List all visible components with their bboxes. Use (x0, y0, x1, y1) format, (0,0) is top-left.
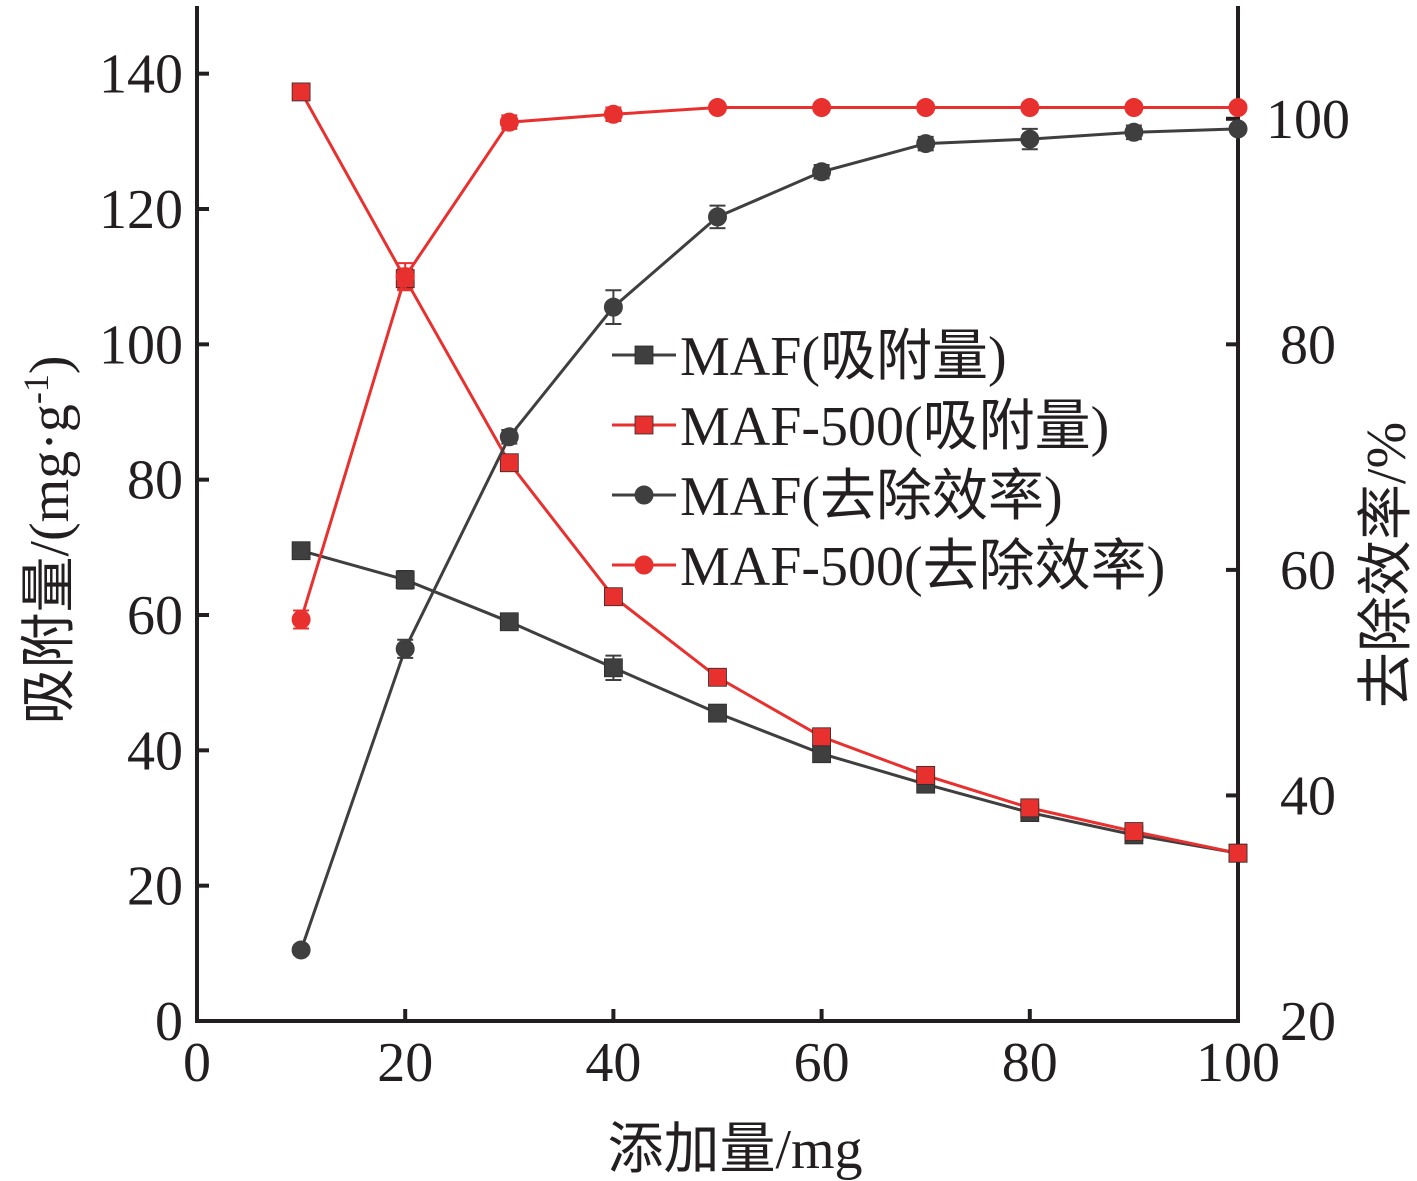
right-y-tick-label: 40 (1280, 765, 1336, 827)
left-y-tick-label: 100 (99, 314, 183, 376)
left-y-tick-label: 20 (127, 856, 183, 918)
data-point (1124, 98, 1144, 117)
series-layer (291, 82, 1248, 960)
data-point (916, 134, 936, 154)
left-y-tick-label: 60 (127, 585, 183, 647)
data-point (916, 765, 936, 785)
data-point (708, 703, 727, 723)
x-tick-label: 40 (585, 1032, 641, 1094)
data-point (916, 98, 936, 117)
series-line (299, 106, 1238, 620)
data-point (604, 587, 623, 607)
left-y-tick-label: 120 (99, 179, 183, 241)
legend-label: MAF(吸附量) (680, 326, 1007, 388)
data-point (291, 610, 311, 630)
ticks: 0 20 40 60 80 100 0 20 40 60 80 100 120 140 20 40 60 80 10… (99, 44, 1350, 1094)
data-point (291, 541, 311, 561)
series-line (299, 91, 1239, 855)
left-y-tick-label: 80 (127, 450, 183, 512)
data-point (603, 297, 623, 317)
left-y-tick-label: 140 (99, 44, 183, 106)
left-y-tick-label: 0 (155, 991, 183, 1053)
data-point (604, 658, 623, 678)
legend-marker (634, 555, 654, 575)
series-group (291, 119, 1248, 960)
data-point (395, 639, 415, 659)
data-point (812, 744, 831, 764)
legend-label: MAF(去除效率) (680, 466, 1063, 528)
x-tick-label: 60 (794, 1032, 850, 1094)
legend-label: MAF-500(去除效率) (680, 536, 1165, 598)
data-point (291, 940, 311, 960)
series-line (299, 127, 1239, 951)
data-point (499, 427, 519, 447)
x-tick-label: 0 (183, 1032, 211, 1094)
data-point (499, 612, 519, 632)
legend-label: MAF-500(吸附量) (680, 396, 1109, 458)
data-point (291, 82, 311, 102)
data-point (812, 727, 831, 747)
data-point (1020, 129, 1040, 149)
right-y-tick-label: 20 (1280, 991, 1336, 1053)
x-tick-label: 80 (1002, 1032, 1058, 1094)
data-point (1124, 822, 1144, 841)
data-point (603, 104, 623, 124)
left-axis-title-end: ) (19, 355, 81, 374)
right-y-tick-label: 100 (1266, 89, 1350, 151)
data-point (499, 453, 519, 473)
data-point (708, 98, 727, 117)
x-tick-label: 20 (377, 1032, 433, 1094)
right-y-tick-label: 60 (1280, 540, 1336, 602)
legend-marker (634, 345, 654, 365)
data-point (1228, 119, 1248, 139)
series-line (300, 549, 1239, 855)
data-point (1228, 843, 1248, 863)
legend-marker (634, 415, 654, 435)
data-point (1020, 798, 1040, 818)
series-group (291, 98, 1248, 630)
legend-marker (634, 485, 654, 505)
x-tick-label: 100 (1196, 1032, 1280, 1094)
data-point (499, 112, 519, 132)
right-axis-title: 去除效率/% (1356, 422, 1417, 708)
left-axis-title: 吸附量/(mg·g-1) (16, 355, 81, 724)
data-point (1124, 122, 1144, 142)
right-y-tick-label: 80 (1280, 314, 1336, 376)
data-point (1228, 98, 1248, 117)
legend: MAF(吸附量) MAF-500(吸附量) MAF(去除效率) MAF-500(去除效… (612, 326, 1165, 598)
data-point (395, 267, 415, 287)
data-point (395, 570, 415, 590)
data-point (812, 98, 832, 117)
data-point (1020, 98, 1040, 117)
x-axis-title: 添加量/mg (607, 1119, 862, 1181)
left-y-tick-label: 40 (127, 720, 183, 782)
left-axis-title-sup: -1 (16, 374, 56, 404)
data-point (708, 667, 727, 687)
data-point (708, 207, 727, 227)
left-axis-title-main: 吸附量/(mg·g (19, 404, 81, 724)
data-point (812, 162, 832, 182)
